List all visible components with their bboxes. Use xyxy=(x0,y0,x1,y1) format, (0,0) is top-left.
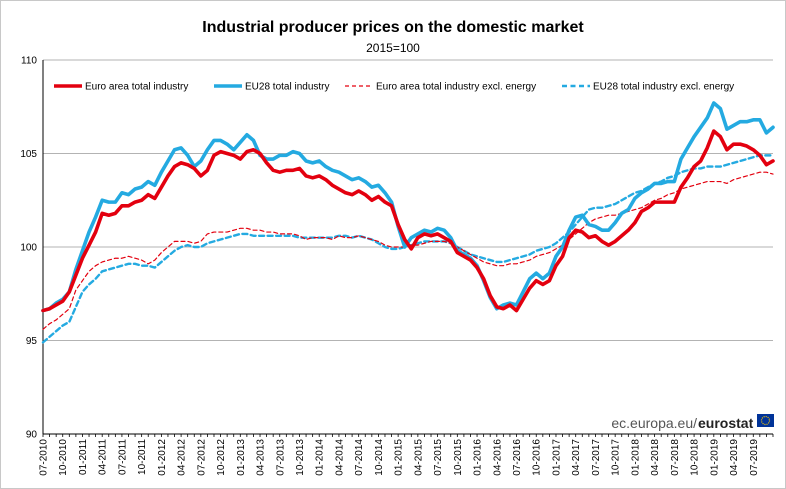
x-tick-label: 01-2013 xyxy=(236,439,247,476)
x-tick-label: 10-2018 xyxy=(690,439,701,476)
x-tick-label: 01-2019 xyxy=(709,439,720,476)
series-line xyxy=(41,129,775,313)
source-label: ec.europa.eu/ eurostat xyxy=(611,414,774,431)
legend-label: Euro area total industry excl. energy xyxy=(376,82,536,93)
x-tick-label: 04-2012 xyxy=(177,439,188,476)
x-tick-label: 04-2019 xyxy=(729,439,740,476)
x-tick-label: 10-2013 xyxy=(295,439,306,476)
y-tick-label: 110 xyxy=(21,56,37,67)
legend: Euro area total industry EU28 total indus… xyxy=(54,82,734,93)
x-tick-label: 04-2018 xyxy=(650,439,661,476)
legend-label: Euro area total industry xyxy=(85,82,188,93)
x-tick-label: 07-2013 xyxy=(275,439,286,476)
source-prefix: ec.europa.eu/ xyxy=(611,415,697,431)
x-tick-label: 10-2011 xyxy=(137,439,148,475)
x-tick-label: 10-2010 xyxy=(58,439,69,476)
y-tick-label: 105 xyxy=(20,149,37,160)
x-tick-label: 07-2018 xyxy=(670,439,681,476)
x-tick-label: 07-2016 xyxy=(512,439,523,476)
x-tick-label: 07-2015 xyxy=(433,439,444,476)
x-tick-label: 07-2012 xyxy=(196,439,207,476)
legend-label: EU28 total industry xyxy=(245,82,330,93)
x-tick-label: 07-2017 xyxy=(591,439,602,476)
x-tick-label: 01-2014 xyxy=(315,439,326,476)
y-tick-label: 90 xyxy=(26,430,38,441)
y-tick-label: 100 xyxy=(20,243,37,254)
x-tick-label: 04-2017 xyxy=(571,439,582,476)
x-tick-label: 01-2015 xyxy=(394,439,405,476)
x-tick-label: 07-2010 xyxy=(39,439,50,476)
x-tick-label: 04-2014 xyxy=(334,439,345,476)
x-tick-label: 01-2016 xyxy=(473,439,484,476)
eu-flag-icon xyxy=(757,414,774,427)
y-axis: 90 95 100 105 110 xyxy=(20,56,44,441)
x-tick-label: 10-2015 xyxy=(453,439,464,476)
series-lines xyxy=(41,101,775,344)
x-tick-label: 01-2017 xyxy=(551,439,562,476)
source-brand: eurostat xyxy=(698,415,754,431)
x-tick-label: 10-2017 xyxy=(611,439,622,476)
series-line xyxy=(41,101,775,313)
x-tick-label: 01-2011 xyxy=(78,439,89,475)
legend-label: EU28 total industry excl. energy xyxy=(593,82,734,93)
x-tick-label: 10-2012 xyxy=(216,439,227,476)
x-tick-label: 01-2018 xyxy=(630,439,641,476)
x-tick-label: 07-2019 xyxy=(749,439,760,476)
chart-subtitle: 2015=100 xyxy=(366,41,420,55)
x-tick-label: 04-2011 xyxy=(98,439,109,475)
x-tick-label: 04-2013 xyxy=(256,439,267,476)
x-tick-label: 07-2011 xyxy=(117,439,128,475)
y-tick-label: 95 xyxy=(26,336,38,347)
x-tick-label: 10-2016 xyxy=(532,439,543,476)
x-tick-label: 07-2014 xyxy=(354,439,365,476)
x-tick-label: 04-2015 xyxy=(413,439,424,476)
x-tick-label: 01-2012 xyxy=(157,439,168,476)
chart-title: Industrial producer prices on the domest… xyxy=(202,19,584,36)
x-tick-label: 10-2014 xyxy=(374,439,385,476)
x-axis: 07-2010 10-2010 01-2011 04-2011 07-2011 10-20… xyxy=(39,433,774,476)
x-tick-label: 04-2016 xyxy=(492,439,503,476)
